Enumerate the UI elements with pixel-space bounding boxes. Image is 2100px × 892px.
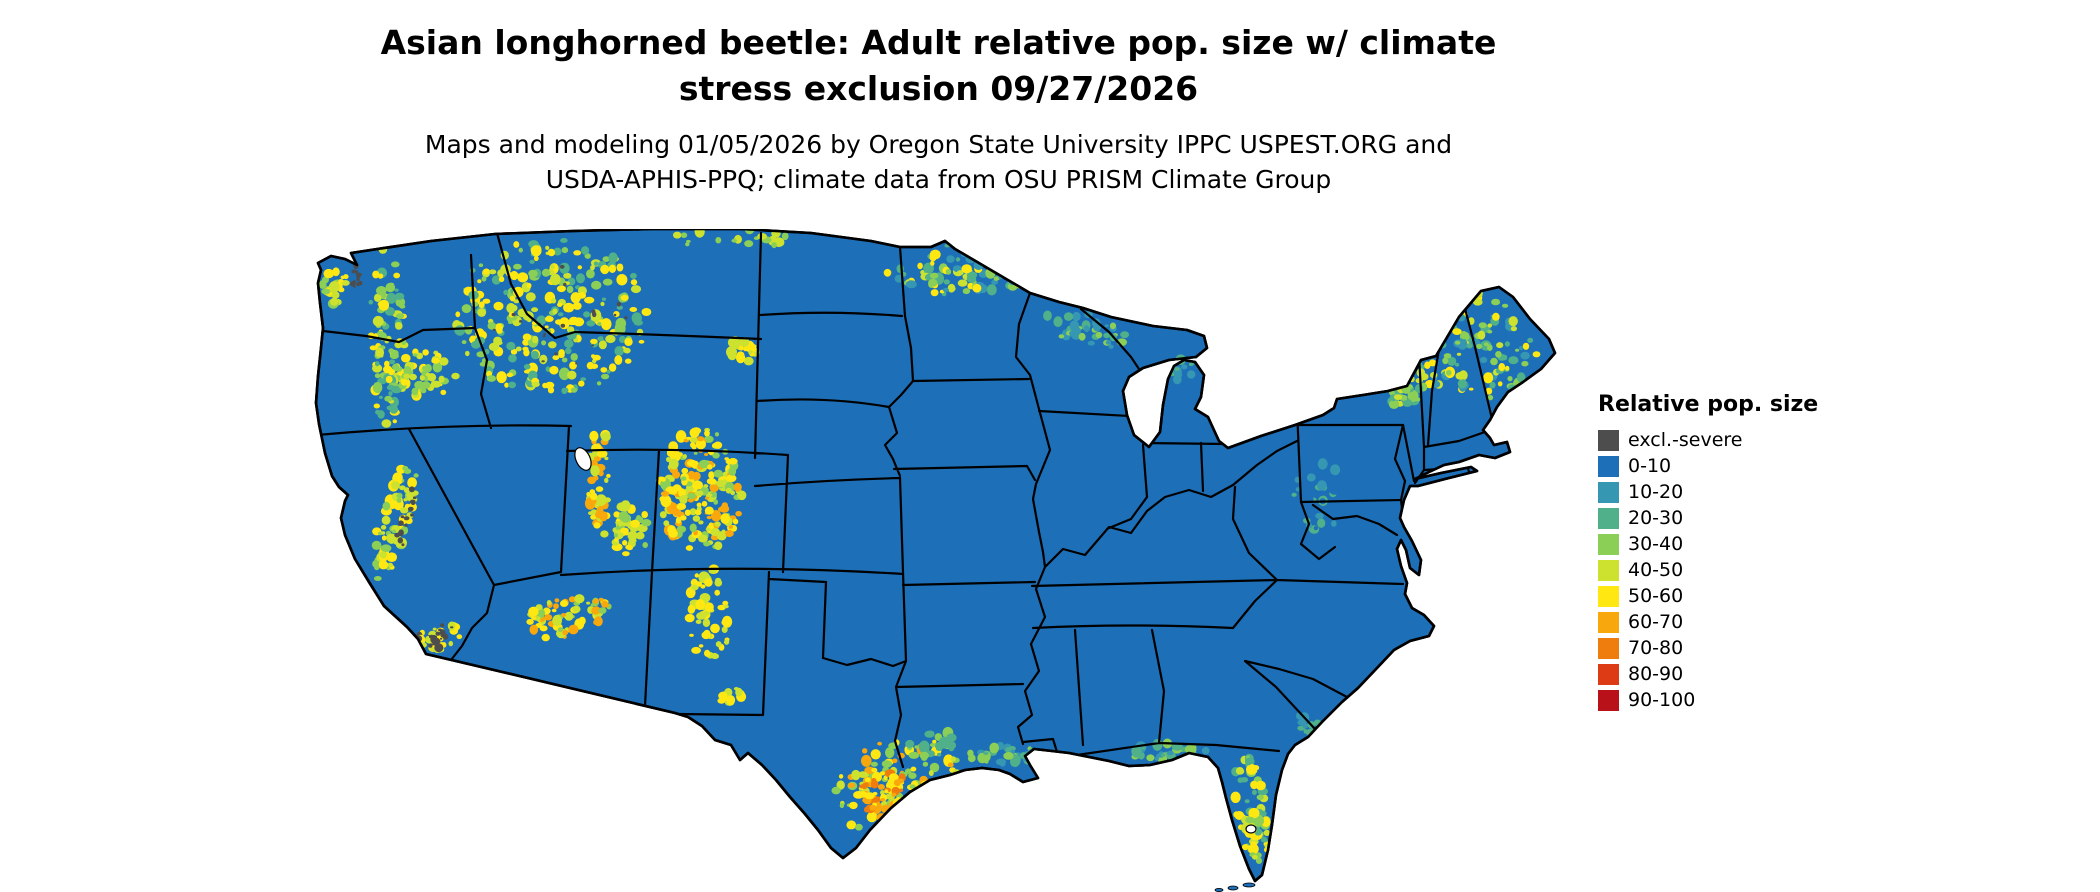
lake-okeechobee (1245, 824, 1257, 834)
state-borders (316, 231, 1494, 769)
legend-item-label: excl.-severe (1628, 429, 1743, 451)
legend-item-label: 80-90 (1628, 663, 1684, 685)
great-salt-lake (574, 447, 592, 471)
legend-swatch (1598, 637, 1619, 659)
legend-item-label: 40-50 (1628, 559, 1684, 581)
legend-item-label: 60-70 (1628, 611, 1684, 633)
legend-item: 0-10 (1598, 453, 1818, 479)
legend-item: 80-90 (1598, 661, 1818, 687)
legend-swatch (1598, 429, 1619, 451)
legend-swatch (1598, 455, 1619, 477)
legend-swatch (1598, 533, 1619, 555)
legend-swatch (1598, 481, 1619, 503)
figure-header: Asian longhorned beetle: Adult relative … (311, 20, 1566, 197)
legend-swatch (1598, 663, 1619, 685)
us-map-svg (314, 229, 1557, 892)
legend-item: 60-70 (1598, 609, 1818, 635)
legend-item: 90-100 (1598, 687, 1818, 713)
figure-title-line2: stress exclusion 09/27/2026 (678, 68, 1199, 108)
legend-item: excl.-severe (1598, 427, 1818, 453)
legend-item: 50-60 (1598, 583, 1818, 609)
legend-item-label: 30-40 (1628, 533, 1684, 555)
legend-item: 20-30 (1598, 505, 1818, 531)
legend-swatch (1598, 585, 1619, 607)
legend-swatch (1598, 689, 1619, 711)
legend-item-label: 20-30 (1628, 507, 1684, 529)
figure-subtitle: Maps and modeling 01/05/2026 by Oregon S… (311, 127, 1566, 197)
legend-swatch (1598, 507, 1619, 529)
figure-subtitle-line2: USDA-APHIS-PPQ; climate data from OSU PR… (545, 165, 1332, 195)
legend-item-label: 70-80 (1628, 637, 1684, 659)
legend-item: 40-50 (1598, 557, 1818, 583)
legend-items: excl.-severe 0-10 10-20 20-30 30-40 40-50 50-6… (1598, 427, 1818, 713)
legend-item-label: 90-100 (1628, 689, 1696, 711)
legend-swatch (1598, 611, 1619, 633)
legend: Relative pop. size excl.-severe 0-10 10-20… (1598, 392, 1818, 713)
legend-item-label: 0-10 (1628, 455, 1672, 477)
us-map (311, 229, 1566, 892)
legend-item-label: 50-60 (1628, 585, 1684, 607)
map-hotspots (319, 229, 1541, 864)
legend-swatch (1598, 559, 1619, 581)
florida-keys (1214, 882, 1256, 892)
legend-item: 30-40 (1598, 531, 1818, 557)
legend-title: Relative pop. size (1598, 392, 1819, 417)
figure-subtitle-line1: Maps and modeling 01/05/2026 by Oregon S… (424, 130, 1453, 160)
figure-title-line1: Asian longhorned beetle: Adult relative … (380, 23, 1497, 62)
legend-item-label: 10-20 (1628, 481, 1684, 503)
legend-item: 10-20 (1598, 479, 1818, 505)
legend-item: 70-80 (1598, 635, 1818, 661)
